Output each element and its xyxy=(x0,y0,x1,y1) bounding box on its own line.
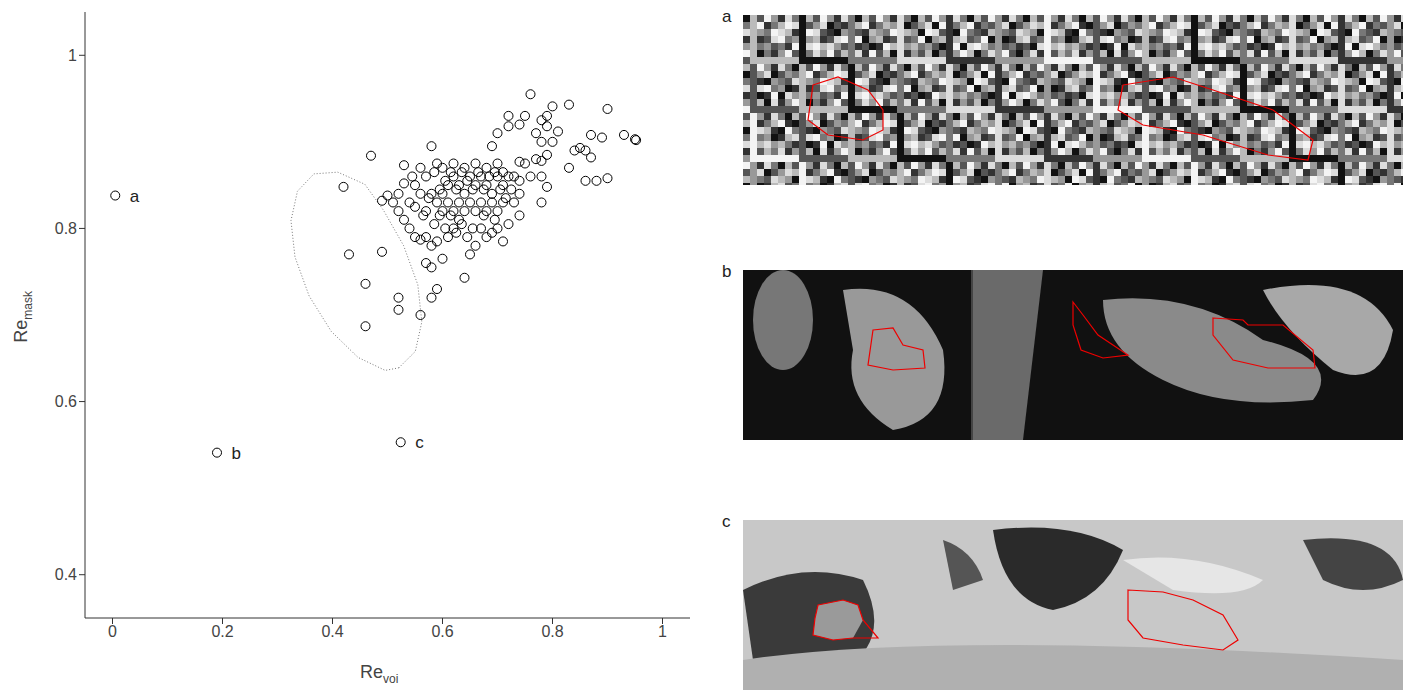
html-text:a: a xyxy=(722,7,732,26)
svg-text:0.2: 0.2 xyxy=(211,623,233,640)
svg-text:0.8: 0.8 xyxy=(55,220,77,237)
html-text:Revoi: Revoi xyxy=(360,662,399,686)
svg-text:0.8: 0.8 xyxy=(541,623,563,640)
html-text:b: b xyxy=(722,262,732,281)
svg-text:0.6: 0.6 xyxy=(431,623,453,640)
svg-text:c: c xyxy=(415,433,424,452)
svg-text:0: 0 xyxy=(108,623,117,640)
html-text:c: c xyxy=(722,512,731,531)
svg-text:1: 1 xyxy=(68,47,77,64)
html-text:mask: mask xyxy=(20,291,35,320)
html-text:Re: Re xyxy=(11,319,32,343)
svg-text:1: 1 xyxy=(658,623,667,640)
svg-text:0.4: 0.4 xyxy=(321,623,343,640)
svg-text:b: b xyxy=(232,444,241,463)
svg-text:a: a xyxy=(130,187,140,206)
svg-text:0.4: 0.4 xyxy=(55,566,77,583)
svg-text:0.6: 0.6 xyxy=(55,393,77,410)
